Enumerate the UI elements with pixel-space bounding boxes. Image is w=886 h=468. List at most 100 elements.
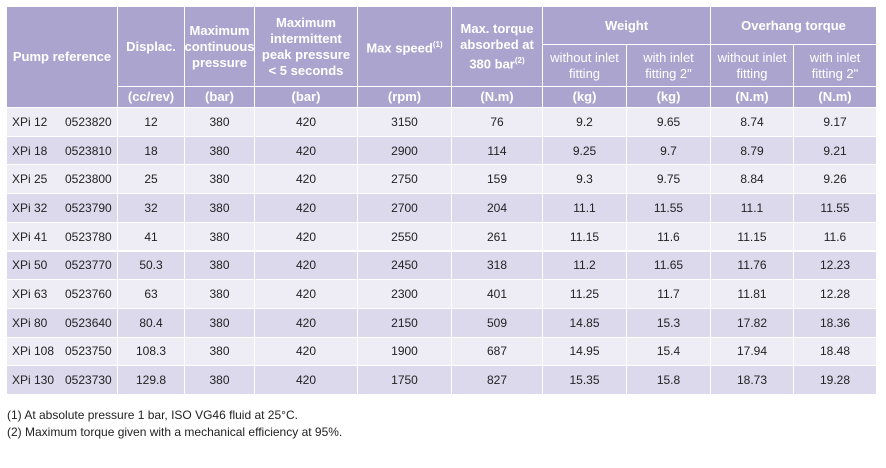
unit-cell: (kg)	[543, 87, 627, 108]
data-cell: 11.1	[543, 194, 627, 223]
data-cell: 11.55	[794, 194, 877, 223]
header-text: Max speed(1)	[366, 37, 442, 56]
unit-cell: (rpm)	[358, 87, 452, 108]
data-cell: 11.6	[794, 222, 877, 252]
pump-code: 0523810	[65, 143, 112, 158]
data-cell: 380	[185, 165, 255, 195]
footnote: (2) Maximum torque given with a mechanic…	[7, 425, 343, 439]
data-cell: 41	[118, 222, 185, 252]
data-cell: 380	[185, 280, 255, 309]
data-cell: 18.73	[711, 366, 794, 395]
data-cell: 2300	[358, 280, 452, 309]
pump-name: XPi 41	[12, 229, 48, 244]
header-cell: Maximum continuous pressure	[184, 7, 255, 87]
data-cell: 509	[452, 308, 543, 338]
data-cell: 25	[118, 165, 185, 195]
data-cell: 2900	[358, 136, 452, 166]
pump-code: 0523730	[65, 373, 112, 388]
data-cell: 687	[452, 337, 543, 367]
data-cell: 2700	[358, 194, 452, 223]
unit-cell: (bar)	[255, 87, 358, 108]
row-label-cell: XPi 25 0523800	[7, 165, 118, 195]
row-label-cell: XPi 32 0523790	[7, 194, 118, 223]
data-cell: 2550	[358, 222, 452, 252]
data-cell: 11.76	[711, 251, 794, 281]
data-cell: 14.85	[543, 308, 627, 338]
footnote-ref: (2)	[514, 55, 525, 65]
data-cell: 17.82	[711, 308, 794, 338]
header-cell: Pump reference	[7, 7, 118, 108]
sub-header: without inlet fitting	[711, 45, 794, 87]
data-cell: 9.25	[543, 136, 627, 166]
data-cell: 420	[255, 366, 358, 395]
pump-code: 0523760	[65, 287, 112, 302]
data-cell: 9.7	[627, 136, 711, 166]
data-cell: 420	[255, 136, 358, 166]
data-cell: 420	[255, 308, 358, 338]
row-label-cell: XPi 63 0523760	[7, 280, 118, 309]
data-cell: 11.55	[627, 194, 711, 223]
data-cell: 9.3	[543, 165, 627, 195]
data-cell: 380	[185, 366, 255, 395]
data-cell: 380	[185, 108, 255, 137]
footnote-ref: (1)	[432, 39, 443, 49]
data-cell: 2750	[358, 165, 452, 195]
data-cell: 18.48	[794, 337, 877, 367]
data-cell: 114	[452, 136, 543, 166]
data-cell: 18	[118, 136, 185, 166]
header-cell: Displac.	[118, 7, 185, 87]
data-cell: 261	[452, 222, 543, 252]
data-cell: 9.26	[794, 165, 877, 195]
row-label-cell: XPi 50 0523770	[7, 251, 118, 281]
pump-code: 0523750	[65, 344, 112, 359]
data-cell: 18.36	[794, 308, 877, 338]
data-cell: 420	[255, 108, 358, 137]
data-cell: 420	[255, 280, 358, 309]
header-label: Max speed	[366, 40, 433, 56]
data-cell: 9.65	[627, 108, 711, 137]
data-cell: 9.75	[627, 165, 711, 195]
data-cell: 9.17	[794, 108, 877, 137]
pump-code: 0523790	[65, 200, 112, 215]
unit-cell: (N.m)	[452, 87, 543, 108]
data-cell: 380	[185, 251, 255, 281]
pump-name: XPi 32	[12, 200, 48, 215]
sub-header: with inlet fitting 2"	[627, 45, 711, 87]
data-cell: 17.94	[711, 337, 794, 367]
data-cell: 108.3	[118, 337, 185, 367]
data-cell: 15.4	[627, 337, 711, 367]
data-cell: 420	[255, 165, 358, 195]
data-cell: 15.3	[627, 308, 711, 338]
data-cell: 380	[185, 194, 255, 223]
data-cell: 159	[452, 165, 543, 195]
data-cell: 11.7	[627, 280, 711, 309]
data-cell: 2450	[358, 251, 452, 281]
pump-name: XPi 108	[12, 344, 55, 359]
data-cell: 11.1	[711, 194, 794, 223]
group-header: Overhang torque	[711, 7, 877, 45]
data-cell: 2150	[358, 308, 452, 338]
header-cell: Max speed(1)	[358, 7, 452, 87]
data-cell: 11.15	[543, 222, 627, 252]
group-header: Weight	[543, 7, 711, 45]
data-cell: 14.95	[543, 337, 627, 367]
data-cell: 11.15	[711, 222, 794, 252]
header-cell: Max. torque absorbed at 380 bar(2)	[452, 7, 543, 87]
unit-cell: (N.m)	[711, 87, 794, 108]
data-cell: 11.65	[627, 251, 711, 281]
data-cell: 19.28	[794, 366, 877, 395]
data-cell: 63	[118, 280, 185, 309]
data-cell: 12.23	[794, 251, 877, 281]
data-cell: 11.6	[627, 222, 711, 252]
row-label-cell: XPi 130 0523730	[7, 366, 118, 395]
data-cell: 11.2	[543, 251, 627, 281]
data-cell: 827	[452, 366, 543, 395]
data-cell: 318	[452, 251, 543, 281]
pump-name: XPi 25	[12, 172, 48, 187]
pump-name: XPi 80	[12, 315, 48, 330]
data-cell: 11.81	[711, 280, 794, 309]
header-text: Max. torque absorbed at 380 bar(2)	[455, 21, 539, 72]
header-cell: Maximum intermittent peak pressure < 5 s…	[255, 7, 358, 87]
pump-name: XPi 50	[12, 258, 48, 273]
